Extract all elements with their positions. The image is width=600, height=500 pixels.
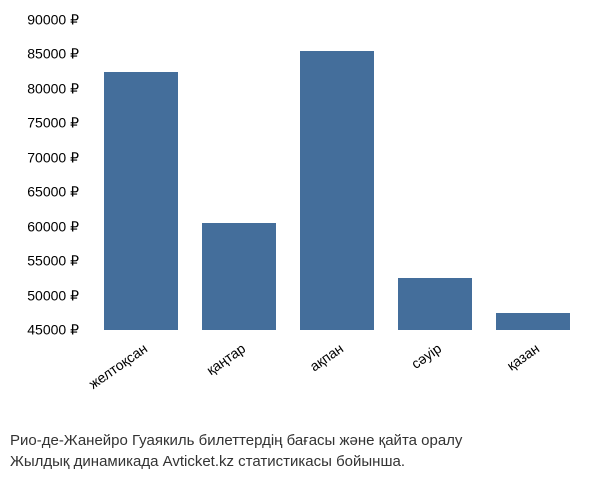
- y-axis: 45000 ₽50000 ₽55000 ₽60000 ₽65000 ₽70000…: [10, 20, 85, 330]
- bar: [104, 72, 178, 330]
- chart-caption: Рио-де-Жанейро Гуаякиль билеттердің баға…: [10, 430, 590, 472]
- y-tick-label: 80000 ₽: [4, 80, 79, 97]
- bar: [496, 313, 570, 330]
- y-tick-label: 90000 ₽: [4, 12, 79, 29]
- y-tick-label: 70000 ₽: [4, 149, 79, 166]
- plot-area: [92, 20, 582, 330]
- y-tick-label: 50000 ₽: [4, 287, 79, 304]
- y-tick-label: 85000 ₽: [4, 46, 79, 63]
- bar: [300, 51, 374, 330]
- y-tick-label: 60000 ₽: [4, 218, 79, 235]
- bar: [398, 278, 472, 330]
- x-tick-label: қаңтар: [203, 340, 248, 378]
- y-tick-label: 65000 ₽: [4, 184, 79, 201]
- x-tick-label: қазан: [504, 340, 542, 374]
- chart: 45000 ₽50000 ₽55000 ₽60000 ₽65000 ₽70000…: [10, 20, 590, 420]
- bar: [202, 223, 276, 330]
- caption-line-2: Жылдық динамикада Avticket.kz статистика…: [10, 451, 590, 472]
- y-tick-label: 55000 ₽: [4, 253, 79, 270]
- x-tick-label: ақпан: [307, 340, 346, 374]
- y-tick-label: 75000 ₽: [4, 115, 79, 132]
- x-tick-label: сәуір: [408, 340, 444, 372]
- x-axis: желтоқсанқаңтарақпансәуірқазан: [92, 330, 582, 420]
- y-tick-label: 45000 ₽: [4, 322, 79, 339]
- caption-line-1: Рио-де-Жанейро Гуаякиль билеттердің баға…: [10, 430, 590, 451]
- x-tick-label: желтоқсан: [86, 340, 151, 392]
